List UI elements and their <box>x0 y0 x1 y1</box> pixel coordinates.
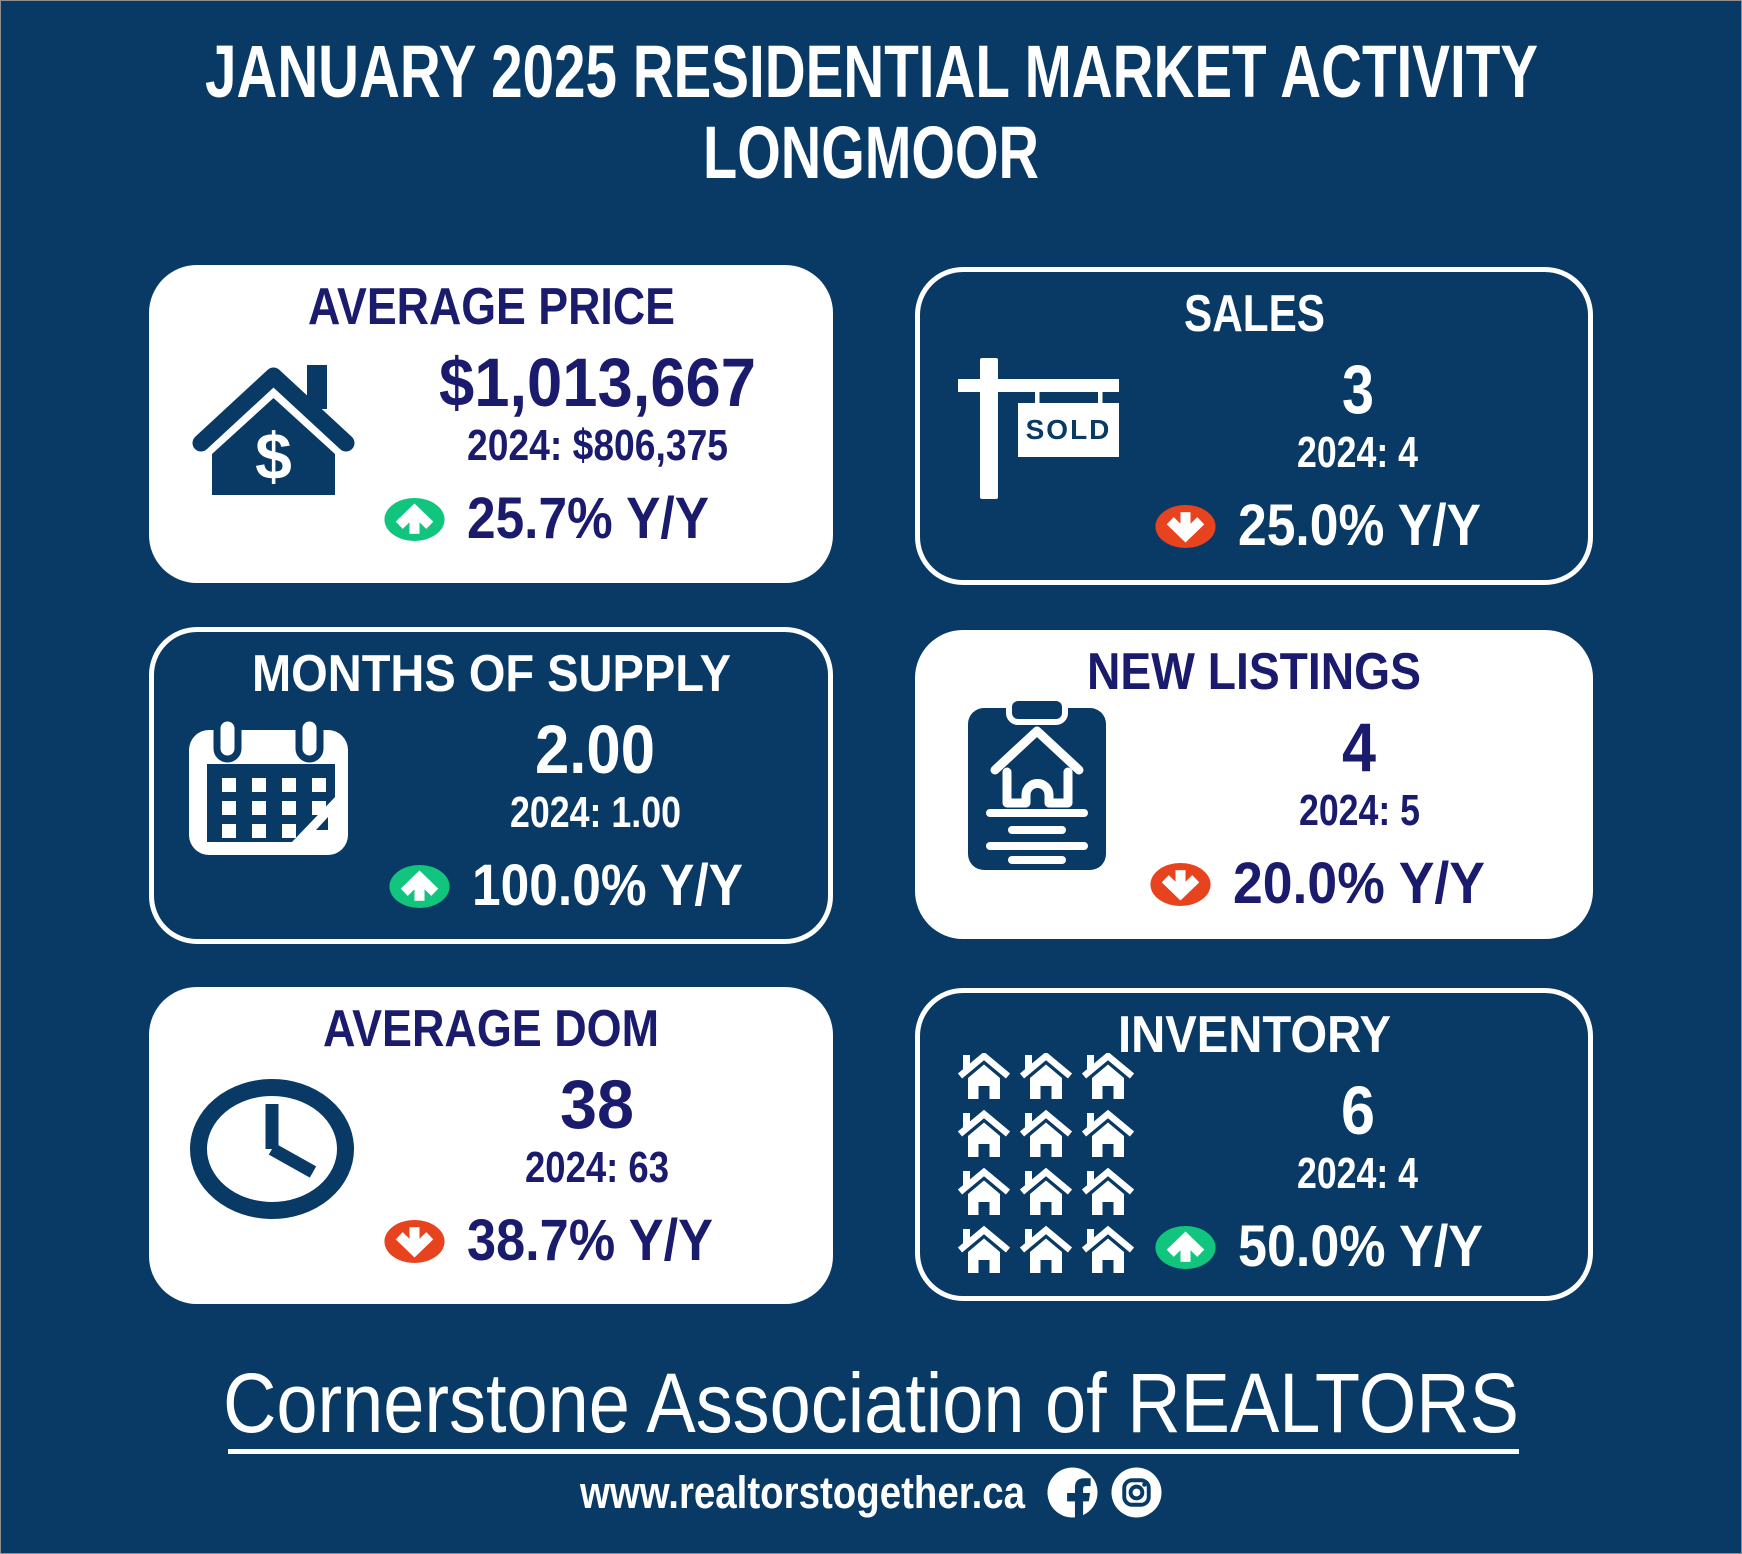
card-inventory: INVENTORY 6 2024: 4 <box>915 988 1593 1301</box>
card-title: AVERAGE DOM <box>149 1003 833 1055</box>
label-text: NEW LISTINGS <box>1087 643 1421 701</box>
card-months-of-supply: MONTHS OF SUPPLY 2.00 2024: 1.00 <box>149 627 833 944</box>
yoy-change: 38.7% Y/Y <box>467 1212 713 1270</box>
change-row: 25.0% Y/Y <box>1154 497 1588 555</box>
metric-value: 3 <box>920 355 1588 424</box>
metric-value: 2.00 <box>154 715 828 784</box>
previous-year-value: 2024: 4 <box>920 1152 1588 1196</box>
previous-year-value: 2024: 4 <box>920 431 1588 475</box>
change-row: 100.0% Y/Y <box>388 857 828 915</box>
card-average-price: AVERAGE PRICE $ $1,013,667 2024: $806,37… <box>149 265 833 583</box>
previous-year-value: 2024: 63 <box>149 1146 833 1190</box>
facebook-icon[interactable] <box>1047 1466 1098 1518</box>
label-text: 2024: 4 <box>1297 1149 1419 1198</box>
previous-year-value: 2024: 1.00 <box>154 791 828 835</box>
yoy-change: 50.0% Y/Y <box>1238 1218 1483 1276</box>
label-text: 25.0% Y/Y <box>1238 493 1481 558</box>
label-text: $1,013,667 <box>438 344 756 421</box>
label-text: 2024: 1.00 <box>509 788 681 837</box>
label-text: AVERAGE DOM <box>323 1000 659 1058</box>
metric-value: 4 <box>915 713 1593 782</box>
clipboard-house-icon <box>968 698 1106 873</box>
label-text: Cornerstone Association of REALTORS <box>223 1356 1519 1450</box>
up-arrow-icon <box>1155 1225 1216 1269</box>
down-arrow-icon <box>384 1219 445 1263</box>
down-arrow-icon <box>1150 862 1211 906</box>
card-content: 2.00 2024: 1.00 100.0% Y/Y <box>154 632 828 939</box>
label-text: 2024: $806,375 <box>466 421 728 470</box>
metric-value: 38 <box>149 1070 833 1139</box>
page-title-line1: JANUARY 2025 RESIDENTIAL MARKET ACTIVITY <box>1 35 1741 109</box>
card-title: MONTHS OF SUPPLY <box>154 648 828 700</box>
label-text: JANUARY 2025 RESIDENTIAL MARKET ACTIVITY <box>204 30 1538 113</box>
down-arrow-icon <box>1155 504 1216 548</box>
change-row: 20.0% Y/Y <box>1149 855 1593 913</box>
card-content: $1,013,667 2024: $806,375 25.7% Y/Y <box>149 265 833 583</box>
card-content: 38 2024: 63 38.7% Y/Y <box>149 987 833 1304</box>
label-text: 4 <box>1342 709 1377 786</box>
previous-year-value: 2024: 5 <box>915 789 1593 833</box>
up-arrow-icon <box>384 497 445 541</box>
card-content: 3 2024: 4 25.0% Y/Y <box>920 272 1588 580</box>
svg-text:SOLD: SOLD <box>1026 414 1112 445</box>
page-title-line2: LONGMOOR <box>1 116 1741 190</box>
label-text: MONTHS OF SUPPLY <box>251 645 731 703</box>
card-title: NEW LISTINGS <box>915 646 1593 698</box>
card-new-listings: NEW LISTINGS 4 2024: 5 <box>915 630 1593 939</box>
label-text: 38.7% Y/Y <box>467 1208 713 1273</box>
card-title: INVENTORY <box>920 1009 1588 1061</box>
yoy-change: 25.0% Y/Y <box>1238 497 1481 555</box>
yoy-change: 20.0% Y/Y <box>1233 855 1485 913</box>
label-text: 20.0% Y/Y <box>1233 851 1485 916</box>
svg-text:$: $ <box>255 419 292 493</box>
label-text: 2024: 63 <box>525 1143 670 1192</box>
clock-icon <box>190 1079 354 1219</box>
up-arrow-icon <box>389 864 450 908</box>
instagram-icon[interactable] <box>1111 1466 1162 1518</box>
card-title: AVERAGE PRICE <box>149 281 833 333</box>
card-content: 6 2024: 4 50.0% Y/Y <box>920 993 1588 1296</box>
card-content: 4 2024: 5 20.0% Y/Y <box>915 630 1593 939</box>
card-sales: SALES SOLD 3 2024: 4 25.0% Y/Y <box>915 267 1593 585</box>
label-text: INVENTORY <box>1117 1006 1391 1064</box>
house-dollar-icon: $ <box>191 353 356 495</box>
label-text: LONGMOOR <box>703 111 1039 194</box>
label-text: AVERAGE PRICE <box>307 278 675 336</box>
label-text: 50.0% Y/Y <box>1238 1214 1483 1279</box>
previous-year-value: 2024: $806,375 <box>149 424 833 468</box>
yoy-change: 25.7% Y/Y <box>467 490 709 548</box>
calendar-icon <box>189 716 348 855</box>
label-text: 2024: 4 <box>1297 428 1419 477</box>
footer-brand: Cornerstone Association of REALTORS <box>1 1361 1741 1445</box>
metric-value: $1,013,667 <box>149 348 833 417</box>
change-row: 25.7% Y/Y <box>383 490 833 548</box>
label-text: 6 <box>1340 1072 1375 1149</box>
footer-links: www.realtorstogether.ca <box>1 1463 1741 1521</box>
label-text: 2024: 5 <box>1298 786 1420 835</box>
change-row: 50.0% Y/Y <box>1154 1218 1588 1276</box>
card-title: SALES <box>920 288 1588 340</box>
footer-divider <box>228 1449 1519 1454</box>
label-text: 2.00 <box>535 711 656 788</box>
label-text: 100.0% Y/Y <box>472 853 743 918</box>
label-text: 38 <box>560 1066 635 1143</box>
label-text: 25.7% Y/Y <box>467 486 709 551</box>
change-row: 38.7% Y/Y <box>383 1212 833 1270</box>
card-average-dom: AVERAGE DOM 38 2024: 63 38.7% Y/Y <box>149 987 833 1304</box>
label-text: www.realtorstogether.ca <box>580 1466 1025 1518</box>
yoy-change: 100.0% Y/Y <box>472 857 743 915</box>
label-text: 3 <box>1341 351 1374 428</box>
metric-value: 6 <box>920 1076 1588 1145</box>
sold-sign-icon: SOLD <box>958 358 1119 499</box>
website-link[interactable]: www.realtorstogether.ca <box>580 1470 1025 1515</box>
